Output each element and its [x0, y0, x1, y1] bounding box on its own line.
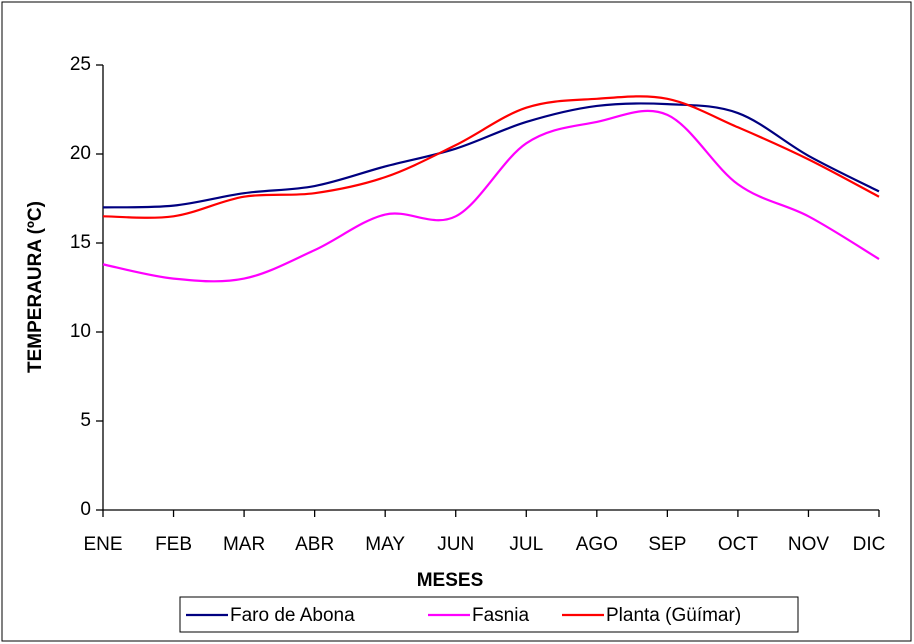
x-tick-label: AGO: [576, 534, 618, 555]
x-tick-label: JUL: [509, 534, 543, 555]
line-series: [102, 109, 880, 283]
legend: [179, 596, 799, 633]
x-axis-title: MESES: [417, 570, 484, 591]
x-tick-label: ABR: [295, 534, 334, 555]
y-tick-label: 25: [70, 54, 91, 75]
y-axis-title: TEMPERAURA (ºC): [25, 201, 46, 373]
y-tick-label: 15: [70, 232, 91, 253]
x-tick-label: MAY: [365, 534, 405, 555]
line-series: [102, 102, 880, 209]
y-tick-label: 5: [80, 410, 91, 431]
x-tick-label: JUN: [437, 534, 474, 555]
x-tick-label: OCT: [718, 534, 759, 555]
legend-label: Faro de Abona: [230, 605, 355, 626]
x-tick-label: NOV: [788, 534, 830, 555]
legend-label: Fasnia: [472, 605, 529, 626]
y-tick-label: 0: [80, 499, 91, 520]
x-tick-label: FEB: [155, 534, 192, 555]
x-tick-label: SEP: [648, 534, 686, 555]
x-tick-label: ENE: [83, 534, 122, 555]
x-tick-label: DIC: [853, 534, 886, 555]
y-tick-label: 10: [70, 321, 91, 342]
line-series: [102, 95, 880, 219]
legend-label: Planta (Güímar): [606, 605, 741, 626]
x-tick-label: MAR: [223, 534, 265, 555]
y-tick-label: 20: [70, 143, 91, 164]
